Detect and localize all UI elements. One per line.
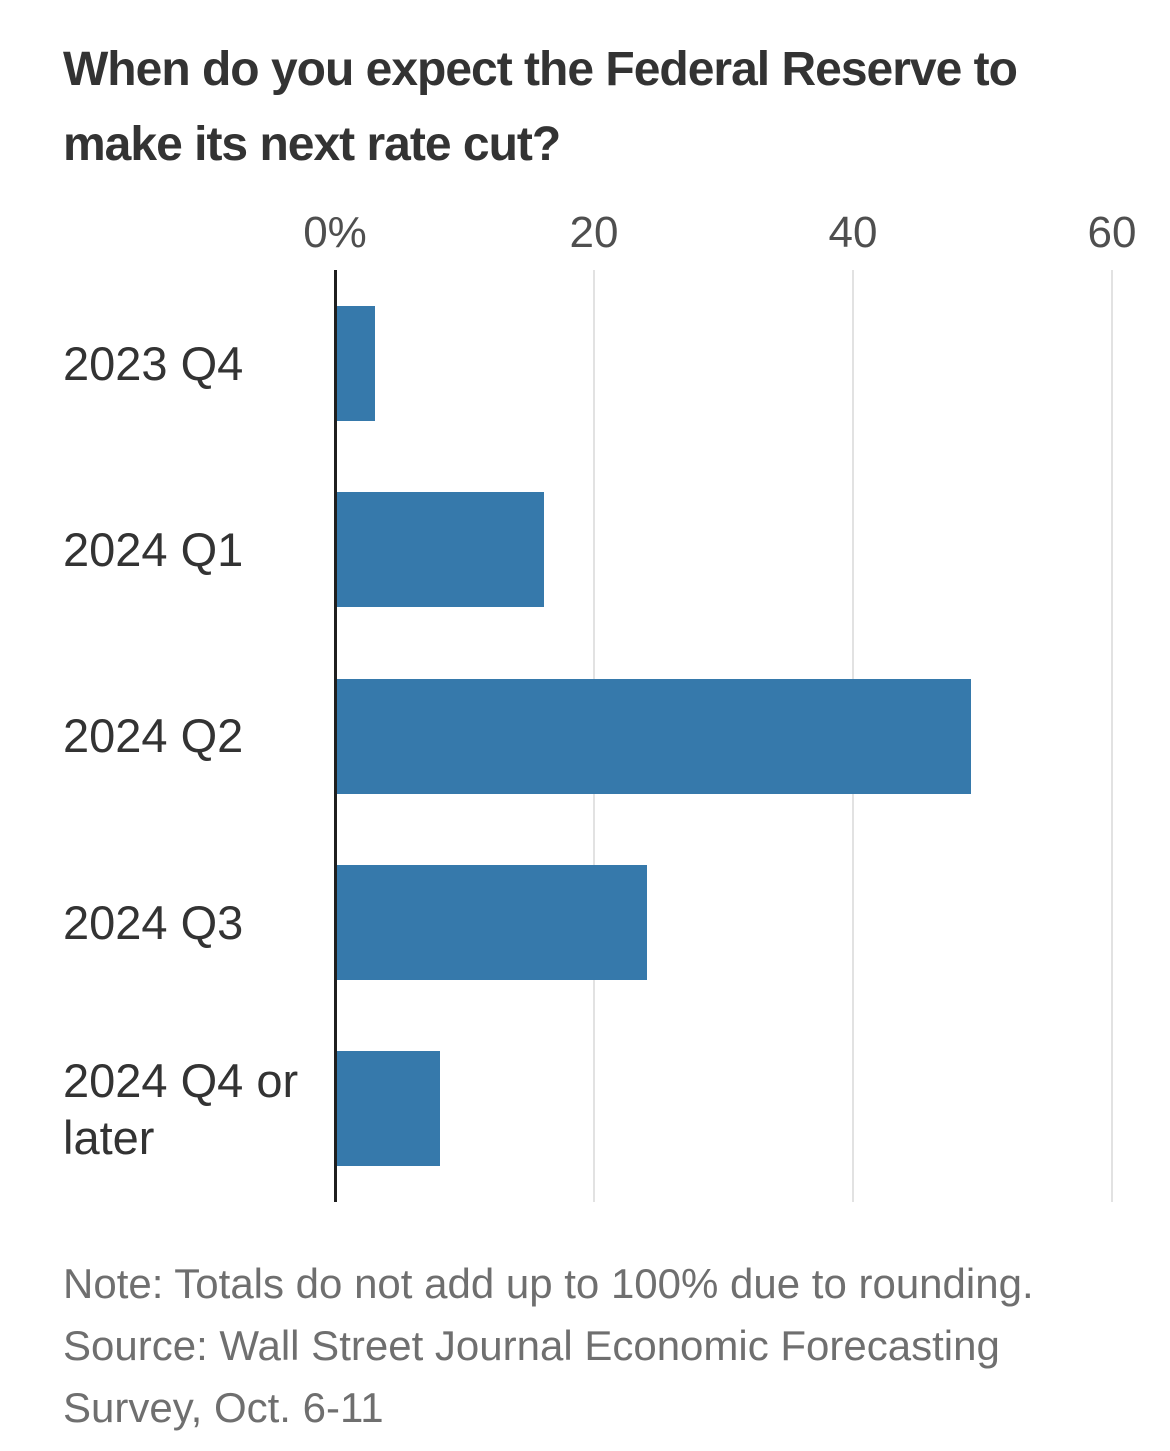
- bar: [336, 492, 544, 608]
- category-label: 2024 Q2: [63, 709, 244, 763]
- bar: [336, 305, 376, 421]
- category-label: 2024 Q3: [63, 895, 244, 949]
- footnote-source-cont: Survey, Oct. 6-11: [63, 1384, 384, 1431]
- category-label: 2023 Q4: [63, 336, 244, 390]
- chart-title-line1: When do you expect the Federal Reserve t…: [63, 43, 1018, 96]
- bar: [336, 864, 648, 980]
- gridline: [1111, 270, 1113, 1202]
- x-tick-label: 20: [569, 208, 619, 257]
- chart-title: When do you expect the Federal Reserve t…: [63, 32, 1123, 182]
- footnotes: Note: Totals do not add up to 100% due t…: [63, 1253, 1123, 1439]
- category-label: 2024 Q4 or later: [63, 1053, 299, 1164]
- y-axis-line: [333, 270, 337, 1202]
- bar: [336, 678, 972, 794]
- x-tick-label: 0%: [303, 208, 367, 257]
- footnote-source: Source: Wall Street Journal Economic For…: [63, 1322, 1000, 1369]
- chart-title-line2: make its next rate cut?: [63, 118, 561, 171]
- footnote-note: Note: Totals do not add up to 100% due t…: [63, 1260, 1034, 1307]
- x-tick-label: 60: [1087, 208, 1137, 257]
- x-tick-label: 40: [828, 208, 878, 257]
- category-label: 2024 Q1: [63, 523, 244, 577]
- bar: [336, 1051, 441, 1167]
